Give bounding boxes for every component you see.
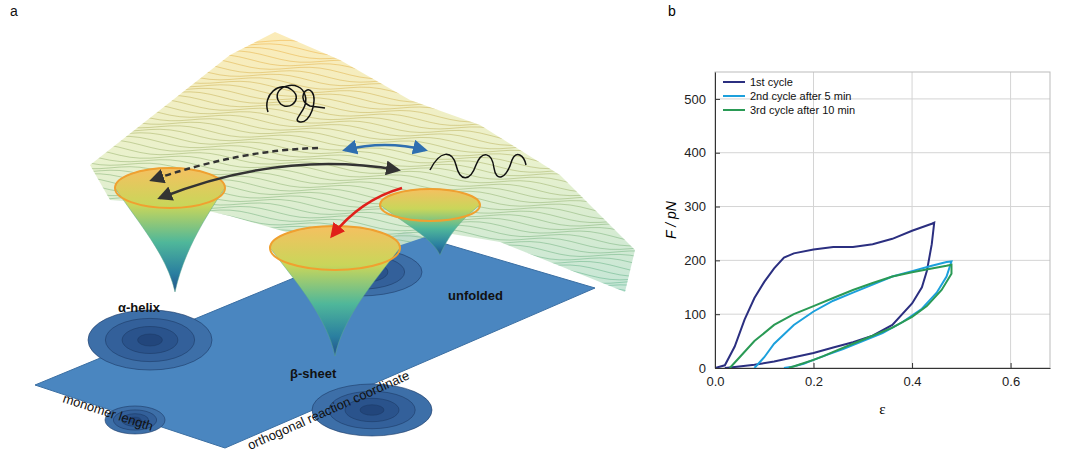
axis-label: monomer length [61,391,155,434]
tick-label: 0.4 [904,374,922,389]
well-label: unfolded [448,288,503,303]
legend-entry: 2nd cycle after 5 min [750,90,852,102]
contour [360,405,384,415]
tick-label: 100 [684,307,706,322]
mesh-line [80,299,640,348]
tick-mark [715,368,720,369]
tick-mark [715,99,720,100]
tick: 0.4 [904,363,922,389]
grid-line [1010,72,1011,368]
legend-swatch [723,81,745,83]
grid-line [715,260,1050,261]
panel-label: a [10,3,18,19]
plot-frame [715,72,1050,368]
well-label: β-sheet [290,366,337,381]
axis-label: orthogonal reaction coordinate [245,368,412,453]
tick: 0.2 [805,363,823,389]
tick: 300 [684,199,720,214]
tick: 0.6 [1002,363,1020,389]
tick-mark [814,363,815,368]
tick: 0 [699,361,720,376]
tick-mark [912,363,913,368]
tick-mark [715,314,720,315]
chain-icon [430,154,526,177]
grid-line [715,206,1050,207]
mesh-line [80,28,640,81]
unfolded-well [380,189,480,255]
mesh-line [80,49,640,98]
axis-line [715,73,716,369]
legend-entry: 3rd cycle after 10 min [750,104,855,116]
well-label: α-helix [118,300,161,315]
tick: 200 [684,253,720,268]
mesh-line [80,76,640,125]
contour [88,310,212,370]
mesh-line [80,52,640,103]
legend-swatch [723,109,745,111]
contour [122,327,178,354]
tick-label: 500 [684,92,706,107]
panel-a: a α-helix β-sheet unfolded monomer length ort… [10,3,640,453]
tick-label: 400 [684,145,706,160]
tick-mark [1011,363,1012,368]
mesh-line [80,22,640,74]
mesh-line [80,95,640,147]
tick-label: 0.0 [706,374,724,389]
mesh-line [80,65,640,117]
tick: 400 [684,145,720,160]
mesh-line [80,109,640,158]
figure: a α-helix β-sheet unfolded monomer length ort… [0,0,1079,455]
grid-line [813,72,814,368]
grid-line [715,152,1050,153]
contour [138,334,163,346]
grid-line [715,314,1050,315]
arrow [345,145,425,150]
tick-mark [715,207,720,208]
legend-swatch [723,95,745,97]
tick-label: 200 [684,253,706,268]
tick-label: 0.6 [1002,374,1020,389]
tick-label: 0 [699,361,706,376]
tick: 500 [684,92,720,107]
mesh-line [80,82,640,132]
tick-label: 300 [684,199,706,214]
arrow [160,164,398,198]
legend-entry: 1st cycle [750,76,793,88]
series-line [715,223,934,368]
coil-icon [267,85,325,122]
grid-line [912,72,913,368]
arrow [332,188,402,236]
tick-mark [715,153,720,154]
series-line [754,261,951,368]
mesh-line [80,36,640,87]
panel-b: b 0.0 0.2 0.4 0.6 0 100 200 300 400 500 ε F / pN 1st … [663,3,1051,417]
mesh-line [80,106,640,155]
sheet-well [270,226,400,356]
legend: 1st cycle 2nd cycle after 5 min 3rd cycle … [723,76,855,116]
y-axis-title: F / pN [663,200,679,239]
mesh-line [80,45,640,94]
mesh-line [80,296,640,345]
grid [715,72,1050,368]
series-line [730,265,952,368]
mesh-line [80,58,640,111]
unfolded-well-rim [380,189,480,221]
y-axis: 0 100 200 300 400 500 [684,73,720,376]
tick-label: 0.2 [805,374,823,389]
contour [105,318,194,361]
tick: 100 [684,307,720,322]
panel-label: b [668,3,676,19]
mesh-line [80,102,640,151]
helix-well [115,168,225,292]
x-axis-title: ε [879,401,885,417]
axis-line [716,368,1051,369]
tick-mark [715,260,720,261]
x-axis: 0.0 0.2 0.4 0.6 [706,363,1050,389]
series-group [715,223,951,368]
mesh-line [80,42,640,91]
